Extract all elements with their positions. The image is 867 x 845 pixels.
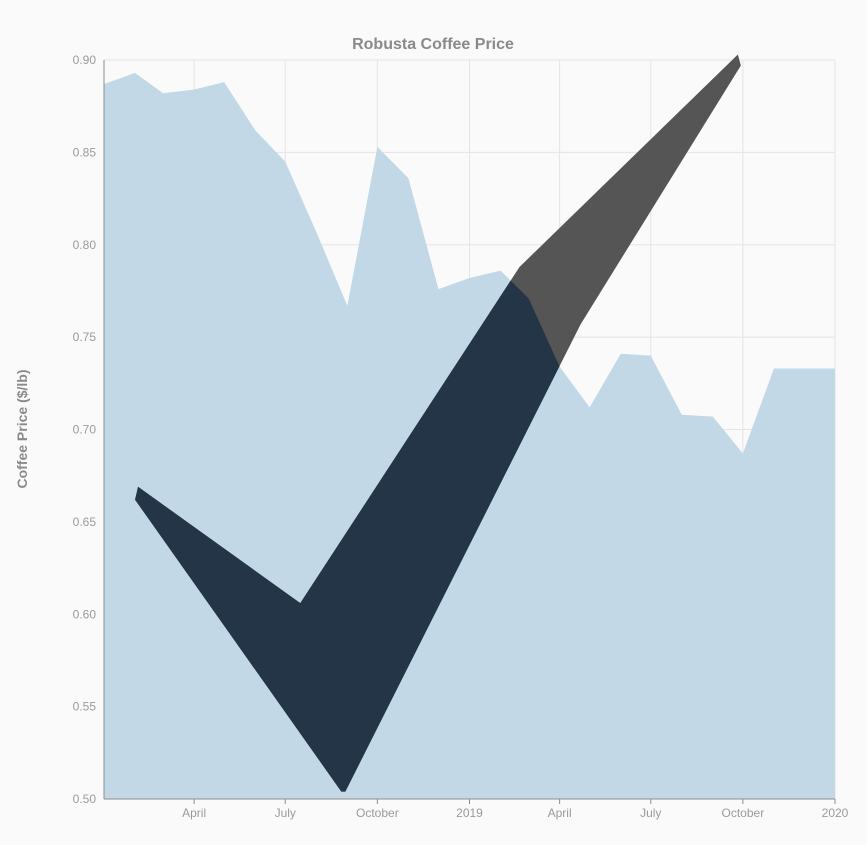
y-tick-label: 0.80 [73, 238, 97, 252]
x-tick-label: July [275, 806, 296, 820]
axes: 0.50 0.55 0.60 0.65 0.70 0.75 0.80 0.85 0.90 Apri… [73, 53, 849, 820]
x-tick-label: April [182, 806, 206, 820]
y-tick-label: 0.55 [73, 700, 97, 714]
y-tick-label: 0.65 [73, 515, 97, 529]
y-axis-label: Coffee Price ($/lb) [14, 369, 30, 488]
x-tick-label: 2020 [822, 806, 849, 820]
y-tick-label: 0.85 [73, 145, 97, 159]
x-tick-label: October [356, 806, 399, 820]
x-tick-label: 2019 [456, 806, 483, 820]
y-tick-label: 0.50 [73, 792, 97, 806]
y-tick-label: 0.90 [73, 53, 97, 67]
y-tick-label: 0.60 [73, 607, 97, 621]
chart-title: Robusta Coffee Price [352, 36, 514, 53]
y-tick-label: 0.70 [73, 423, 97, 437]
checkmark-annotation [135, 54, 741, 792]
x-tick-label: October [722, 806, 765, 820]
x-tick-label: July [640, 806, 661, 820]
y-tick-label: 0.75 [73, 330, 97, 344]
x-tick-label: April [548, 806, 572, 820]
